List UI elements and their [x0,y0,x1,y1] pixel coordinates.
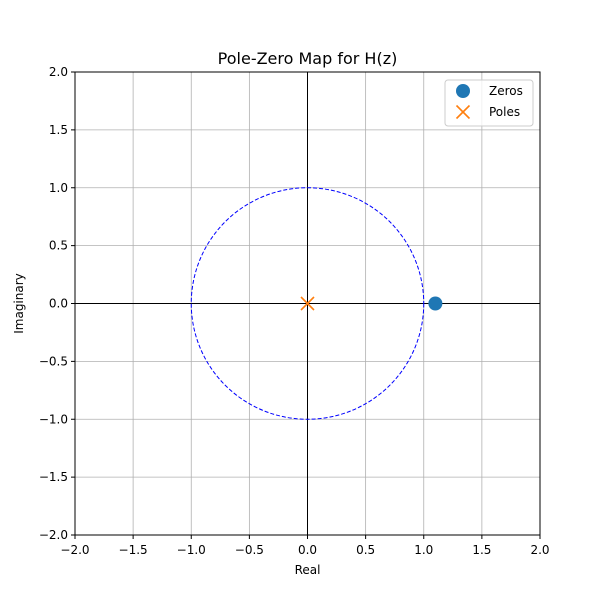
y-tick-label: 1.0 [49,181,68,195]
unit-circle-layer [190,187,425,420]
pole-marker [300,296,315,311]
y-tick-label: −1.0 [39,412,68,426]
x-tick-label: 2.0 [530,543,549,557]
y-tick-label: −2.0 [39,528,68,542]
legend-poles-marker [455,104,471,120]
y-tick-label: 1.5 [49,123,68,137]
x-tick-label: 0.5 [356,543,375,557]
y-tick-label: 2.0 [49,65,68,79]
ticks: −2.0 −1.5 −1.0 −0.5 0.0 0.5 1.0 1.5 2.0 −2.0 −1.5 −… [39,65,550,557]
unit-circle [190,187,425,420]
x-tick-label: −1.0 [177,543,206,557]
legend: Zeros Poles [444,79,534,127]
x-axis-label: Real [295,563,321,577]
x-stroke [300,296,315,311]
legend-label: Zeros [489,84,523,98]
x-tick-label: 1.0 [414,543,433,557]
legend-zeros-marker [456,84,470,98]
zero-marker [428,296,443,311]
x-tick-label: −0.5 [235,543,264,557]
x-tick-label: 0.0 [298,543,317,557]
chart-title: Pole-Zero Map for H(z) [218,49,398,68]
x-stroke [455,104,471,120]
x-tick-label: −2.0 [60,543,89,557]
x-tick-label: −1.5 [119,543,148,557]
y-tick-label: 0.0 [49,297,68,311]
y-tick-label: 0.5 [49,239,68,253]
y-tick-label: −1.5 [39,470,68,484]
x-tick-label: 1.5 [472,543,491,557]
y-tick-label: −0.5 [39,354,68,368]
y-axis-label: Imaginary [12,273,26,334]
legend-label: Poles [489,105,520,119]
data-marks [300,296,443,311]
